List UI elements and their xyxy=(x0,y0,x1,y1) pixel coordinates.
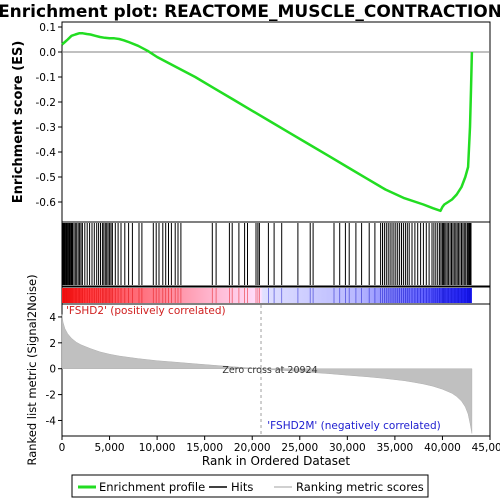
enrichment-profile-line xyxy=(61,32,474,213)
x-tick-label: 35,000 xyxy=(377,442,414,454)
es-y-tick-label: 0.0 xyxy=(39,47,56,59)
metric-y-tick-label: 2 xyxy=(49,338,56,350)
chart-title: Enrichment plot: REACTOME_MUSCLE_CONTRAC… xyxy=(0,2,500,22)
legend-label-hits: Hits xyxy=(231,480,253,494)
x-tick-label: 20,000 xyxy=(234,442,271,454)
zero-cross-label: Zero cross at 20924 xyxy=(222,365,317,376)
es-y-tick-label: -0.6 xyxy=(36,197,57,209)
es-y-axis-label: Enrichment score (ES) xyxy=(11,41,26,204)
x-tick-label: 25,000 xyxy=(281,442,318,454)
ranking-metric-area xyxy=(61,314,473,434)
x-tick-label: 45,000 xyxy=(472,442,500,454)
metric-y-tick-label: 0 xyxy=(49,364,56,376)
x-tick-label: 30,000 xyxy=(329,442,366,454)
x-tick-label: 40,000 xyxy=(424,442,461,454)
metric-y-tick-label: -4 xyxy=(46,415,57,427)
es-plot-frame xyxy=(61,21,491,223)
x-axis-ticks: 0 5,000 10,000 15,000 20,000 25,000 30,000 35,0… xyxy=(59,436,500,454)
negative-correlation-label: 'FSHD2M' (negatively correlated) xyxy=(267,420,440,432)
rank-color-bar xyxy=(62,288,472,303)
metric-y-tick-label: -2 xyxy=(46,390,56,402)
x-axis-label: Rank in Ordered Dataset xyxy=(202,454,350,468)
x-tick-label: 5,000 xyxy=(95,442,125,454)
legend-label-enrichment: Enrichment profile xyxy=(99,480,205,494)
es-y-tick-label: -0.1 xyxy=(36,72,57,84)
metric-y-axis-ticks: 4 2 0 -2 -4 xyxy=(46,312,62,427)
es-y-tick-label: -0.2 xyxy=(36,97,57,109)
es-y-axis-ticks: 0.1 0.0 -0.1 -0.2 -0.3 -0.4 -0.5 -0.6 xyxy=(36,22,62,209)
x-tick-label: 15,000 xyxy=(186,442,223,454)
hit-markers xyxy=(62,223,472,285)
es-y-tick-label: -0.5 xyxy=(36,172,57,184)
x-tick-label: 0 xyxy=(59,442,66,454)
legend-label-metric: Ranking metric scores xyxy=(296,480,424,494)
legend-box xyxy=(71,474,429,498)
metric-y-axis-label: Ranked list metric (Signal2Noise) xyxy=(25,274,39,465)
es-y-tick-label: -0.3 xyxy=(36,122,57,134)
positive-correlation-label: 'FSHD2' (positively correlated) xyxy=(66,305,226,317)
hits-panel xyxy=(61,221,491,287)
x-tick-label: 10,000 xyxy=(139,442,176,454)
es-y-tick-label: -0.4 xyxy=(36,147,57,159)
es-y-tick-label: 0.1 xyxy=(39,22,56,34)
metric-y-tick-label: 4 xyxy=(49,312,56,324)
rank-color-bar-stripes xyxy=(62,288,472,303)
